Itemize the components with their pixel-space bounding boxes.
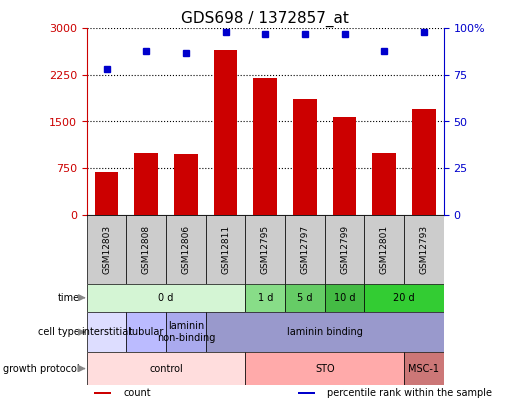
Bar: [87, 352, 245, 385]
Bar: [94, 392, 111, 394]
Bar: [253, 78, 276, 215]
Bar: [285, 215, 324, 284]
Text: interstitial: interstitial: [81, 327, 131, 337]
Text: growth protocol: growth protocol: [3, 364, 79, 373]
Text: 5 d: 5 d: [297, 293, 312, 303]
Text: 1 d: 1 d: [257, 293, 272, 303]
Text: GSM12811: GSM12811: [220, 224, 230, 274]
Bar: [363, 215, 403, 284]
Bar: [174, 154, 197, 215]
Text: laminin binding: laminin binding: [286, 327, 362, 337]
Bar: [166, 215, 205, 284]
Bar: [292, 98, 316, 215]
Text: 20 d: 20 d: [392, 293, 414, 303]
Text: GSM12793: GSM12793: [418, 224, 428, 274]
Bar: [87, 312, 126, 352]
Text: GSM12801: GSM12801: [379, 224, 388, 274]
Bar: [324, 215, 363, 284]
Text: GSM12806: GSM12806: [181, 224, 190, 274]
Bar: [87, 215, 126, 284]
Bar: [324, 284, 363, 312]
Bar: [213, 50, 237, 215]
Bar: [87, 284, 245, 312]
Text: time: time: [58, 293, 79, 303]
Bar: [166, 312, 205, 352]
Text: 10 d: 10 d: [333, 293, 355, 303]
Text: tubular: tubular: [128, 327, 163, 337]
Text: GSM12808: GSM12808: [142, 224, 150, 274]
Bar: [205, 215, 245, 284]
Text: GSM12795: GSM12795: [260, 224, 269, 274]
Title: GDS698 / 1372857_at: GDS698 / 1372857_at: [181, 11, 349, 27]
Text: GSM12803: GSM12803: [102, 224, 111, 274]
Bar: [205, 312, 443, 352]
Bar: [134, 153, 158, 215]
Text: count: count: [123, 388, 151, 398]
Bar: [245, 284, 285, 312]
Bar: [126, 312, 166, 352]
Bar: [245, 215, 285, 284]
Text: percentile rank within the sample: percentile rank within the sample: [327, 388, 491, 398]
Bar: [285, 284, 324, 312]
Text: MSC-1: MSC-1: [408, 364, 439, 373]
Bar: [245, 352, 403, 385]
Text: STO: STO: [314, 364, 334, 373]
Bar: [372, 153, 395, 215]
Text: cell type: cell type: [38, 327, 79, 337]
Bar: [95, 173, 118, 215]
Text: GSM12799: GSM12799: [340, 224, 348, 274]
Bar: [363, 284, 443, 312]
Bar: [403, 352, 443, 385]
Text: 0 d: 0 d: [158, 293, 174, 303]
Text: control: control: [149, 364, 183, 373]
Text: laminin
non-binding: laminin non-binding: [156, 321, 215, 343]
Text: GSM12797: GSM12797: [300, 224, 309, 274]
Bar: [403, 215, 443, 284]
Bar: [332, 117, 356, 215]
Bar: [411, 109, 435, 215]
Bar: [126, 215, 166, 284]
Bar: [297, 392, 315, 394]
